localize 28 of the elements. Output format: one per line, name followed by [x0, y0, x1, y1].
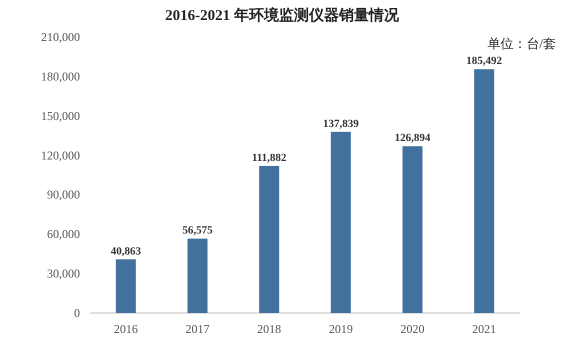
y-tick-label: 0: [74, 306, 80, 320]
x-tick-label: 2017: [186, 322, 210, 336]
data-label: 137,839: [322, 118, 360, 130]
x-tick-label: 2020: [400, 322, 424, 336]
bar: [259, 166, 280, 313]
y-tick-label: 180,000: [41, 69, 80, 84]
bar: [330, 132, 351, 313]
y-tick-label: 120,000: [41, 148, 80, 162]
bar: [402, 146, 422, 313]
y-tick-label: 150,000: [41, 108, 80, 123]
data-label: 40,863: [110, 245, 142, 258]
y-tick-label: 30,000: [47, 266, 80, 281]
annotation: 单位：台/套: [487, 36, 556, 51]
data-label: 111,882: [252, 152, 287, 164]
x-tick-label: 2021: [472, 322, 496, 336]
y-tick-label: 90,000: [47, 188, 80, 202]
x-tick-label: 2016: [114, 322, 138, 336]
bar: [474, 69, 494, 313]
data-label: 185,492: [466, 55, 503, 68]
x-tick-label: 2019: [328, 322, 353, 336]
data-label: 126,894: [394, 132, 431, 144]
x-tick-label: 2018: [257, 322, 282, 336]
y-tick-label: 210,000: [41, 30, 80, 44]
bar: [116, 259, 136, 313]
y-tick-label: 60,000: [47, 227, 80, 242]
bar: [188, 238, 208, 313]
chart-title: 2016-2021 年环境监测仪器销量情况: [165, 6, 400, 24]
data-label: 56,575: [182, 224, 214, 237]
